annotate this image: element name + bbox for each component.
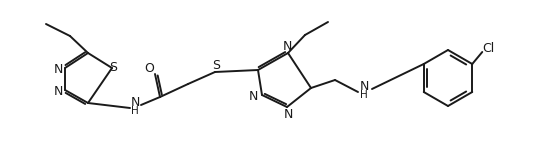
Text: N: N	[53, 85, 62, 97]
Text: O: O	[144, 61, 154, 75]
Text: N: N	[130, 96, 140, 108]
Text: H: H	[131, 106, 139, 116]
Text: S: S	[109, 61, 117, 74]
Text: N: N	[283, 108, 293, 122]
Text: S: S	[212, 59, 220, 71]
Text: N: N	[248, 90, 258, 102]
Text: Cl: Cl	[482, 41, 494, 55]
Text: N: N	[282, 40, 292, 52]
Text: N: N	[53, 62, 62, 76]
Text: H: H	[360, 90, 368, 100]
Text: N: N	[359, 80, 369, 92]
